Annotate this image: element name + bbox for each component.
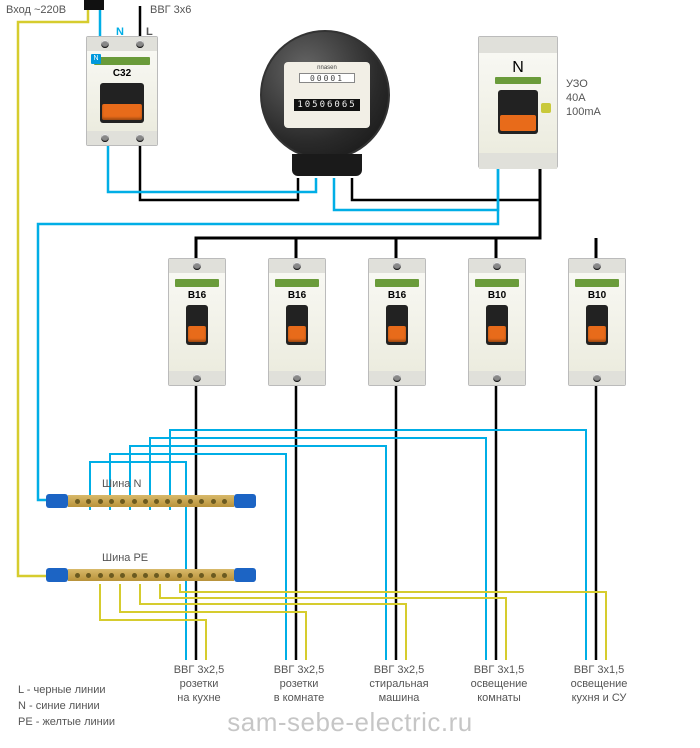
circuit-label-5: ВВГ 3x1,5 освещение кухня и СУ <box>554 664 644 705</box>
circuit-breaker-3: B16 <box>368 258 426 386</box>
circuit-breaker-2: B16 <box>268 258 326 386</box>
circuit-label-4: ВВГ 3x1,5 освещение комнаты <box>454 664 544 705</box>
watermark: sam-sebe-electric.ru <box>0 707 700 738</box>
meter-reading: 10506065 <box>294 99 360 111</box>
meter-top-digits: 00001 <box>299 73 355 83</box>
circuit-rating: B10 <box>488 290 506 301</box>
circuit-label-1: ВВГ 3x2,5 розетки на кухне <box>154 664 244 705</box>
circuit-rating: B16 <box>188 290 206 301</box>
meter-brand: nnasen <box>284 65 370 71</box>
main-breaker: N C32 <box>86 36 158 146</box>
circuit-breaker-5: B10 <box>568 258 626 386</box>
circuit-label-2: ВВГ 3x2,5 розетки в комнате <box>254 664 344 705</box>
circuit-rating: B10 <box>588 290 606 301</box>
bus-pe <box>46 566 256 584</box>
input-label: Вход ~220В <box>6 4 66 18</box>
rcd-device: N <box>478 36 558 168</box>
circuit-label-3: ВВГ 3x2,5 стиральная машина <box>354 664 444 705</box>
circuit-rating: B16 <box>288 290 306 301</box>
bus-n-label: Шина N <box>102 478 141 492</box>
circuit-rating: B16 <box>388 290 406 301</box>
legend-l: L - черные линии <box>18 684 106 698</box>
circuit-breaker-4: B10 <box>468 258 526 386</box>
main-breaker-rating: C32 <box>113 68 131 79</box>
rcd-label: УЗО 40A 100mA <box>566 78 601 119</box>
bus-n <box>46 492 256 510</box>
energy-meter: nnasen 00001 10506065 <box>260 30 390 160</box>
bus-pe-label: Шина PE <box>102 552 148 566</box>
input-cable-label: ВВГ 3x6 <box>150 4 191 18</box>
circuit-breaker-1: B16 <box>168 258 226 386</box>
